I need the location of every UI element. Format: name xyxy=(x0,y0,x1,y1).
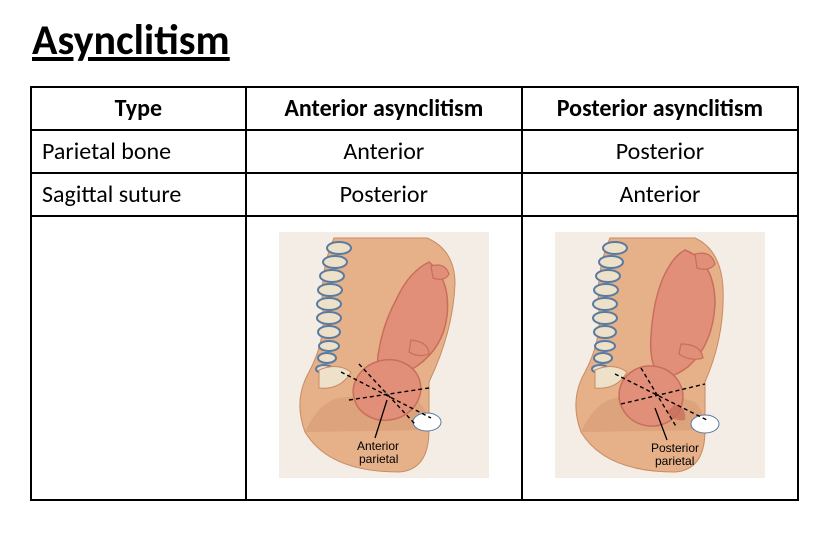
table-header-row: Type Anterior asynclitism Posterior asyn… xyxy=(31,87,798,130)
row-label-illustrations xyxy=(31,216,246,500)
illustration-cell-posterior: Posterior parietal xyxy=(522,216,798,500)
cell-sagittal-posterior: Anterior xyxy=(522,173,798,216)
table-row: Parietal bone Anterior Posterior xyxy=(31,130,798,173)
caption-anterior-line1: Anterior xyxy=(357,439,399,453)
caption-anterior-line2: parietal xyxy=(359,452,398,466)
row-label-parietal: Parietal bone xyxy=(31,130,246,173)
cell-sagittal-anterior: Posterior xyxy=(246,173,522,216)
table-row: Sagittal suture Posterior Anterior xyxy=(31,173,798,216)
cell-parietal-posterior: Posterior xyxy=(522,130,798,173)
page-title: Asynclitism xyxy=(32,18,799,64)
table-row-illustrations: Anterior parietal xyxy=(31,216,798,500)
caption-posterior-line2: parietal xyxy=(655,454,694,468)
illustration-anterior: Anterior parietal xyxy=(279,232,489,478)
col-header-type: Type xyxy=(31,87,246,130)
col-header-anterior: Anterior asynclitism xyxy=(246,87,522,130)
page: Asynclitism Type Anterior asynclitism Po… xyxy=(0,0,829,540)
asynclitism-table: Type Anterior asynclitism Posterior asyn… xyxy=(30,86,799,501)
illustration-posterior: Posterior parietal xyxy=(555,232,765,478)
cell-parietal-anterior: Anterior xyxy=(246,130,522,173)
col-header-posterior: Posterior asynclitism xyxy=(522,87,798,130)
caption-posterior-line1: Posterior xyxy=(651,441,699,455)
illustration-cell-anterior: Anterior parietal xyxy=(246,216,522,500)
row-label-sagittal: Sagittal suture xyxy=(31,173,246,216)
